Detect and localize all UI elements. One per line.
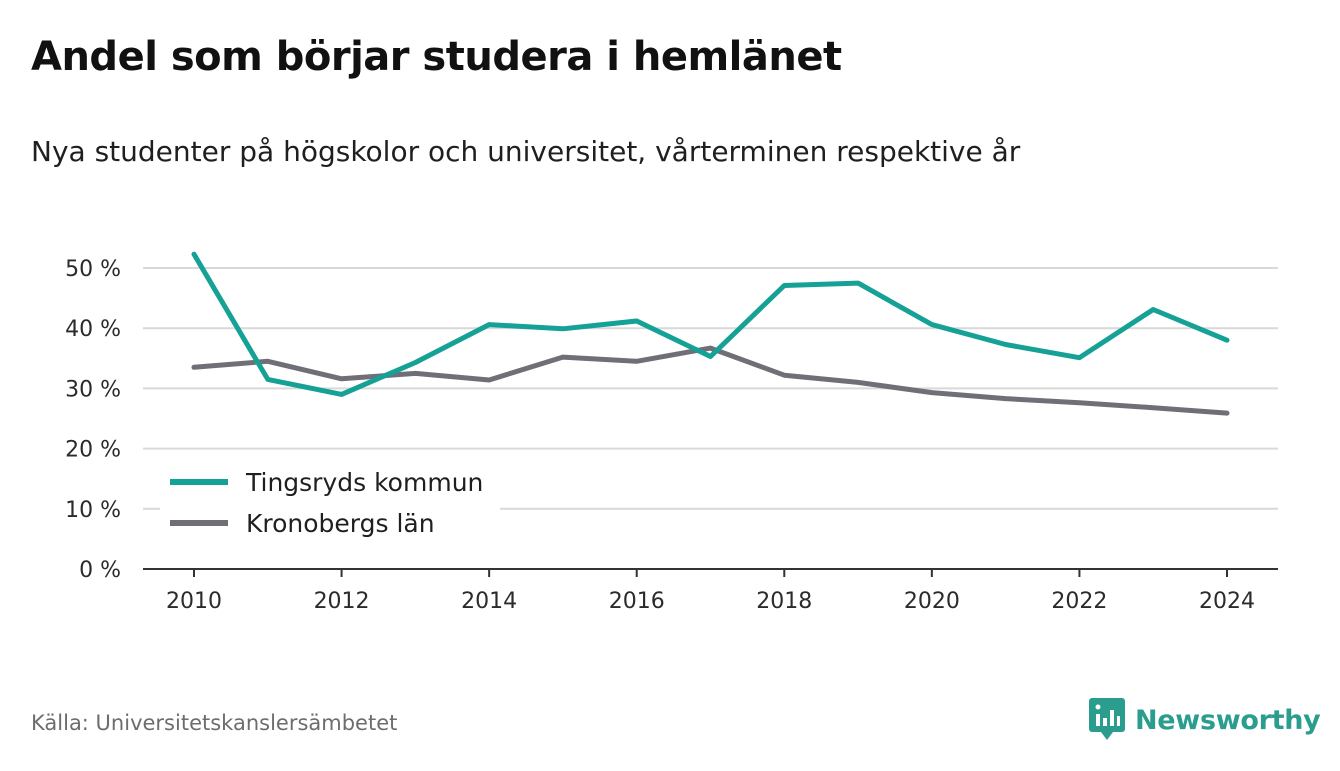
data-point bbox=[1151, 405, 1156, 410]
y-tick-label: 20 % bbox=[65, 438, 121, 463]
newsworthy-logo-icon bbox=[1089, 698, 1125, 740]
data-point bbox=[782, 372, 787, 378]
data-point bbox=[634, 318, 639, 324]
data-point bbox=[929, 322, 935, 327]
legend: Tingsryds kommun Kronobergs län bbox=[160, 463, 500, 555]
data-point bbox=[1003, 342, 1008, 347]
data-point bbox=[486, 322, 492, 327]
data-point bbox=[191, 365, 197, 370]
x-tick-label: 2018 bbox=[756, 589, 812, 614]
data-point bbox=[634, 359, 639, 364]
y-tick-label: 50 % bbox=[65, 257, 121, 282]
source-note: Källa: Universitetskanslersämbetet bbox=[31, 711, 398, 735]
x-tick-label: 2012 bbox=[314, 589, 370, 614]
legend-label: Tingsryds kommun bbox=[245, 468, 483, 497]
data-point bbox=[1003, 396, 1008, 401]
data-point bbox=[782, 283, 787, 288]
chart-title: Andel som börjar studera i hemlänet bbox=[31, 34, 842, 80]
y-tick-label: 10 % bbox=[65, 498, 121, 523]
legend-label: Kronobergs län bbox=[246, 509, 435, 538]
data-point bbox=[265, 359, 270, 364]
data-point bbox=[929, 390, 935, 395]
data-point bbox=[413, 371, 418, 376]
x-tick-label: 2022 bbox=[1051, 589, 1107, 614]
data-point bbox=[486, 377, 492, 383]
data-point bbox=[339, 392, 344, 397]
data-point bbox=[1077, 400, 1082, 406]
data-point bbox=[1151, 307, 1156, 312]
x-tick-label: 2014 bbox=[461, 589, 517, 614]
brand-name: Newsworthy bbox=[1135, 704, 1321, 736]
data-point bbox=[1077, 355, 1082, 360]
data-point bbox=[560, 354, 566, 360]
chart-subtitle: Nya studenter på högskolor och universit… bbox=[31, 135, 1021, 168]
y-tick-label: 40 % bbox=[65, 317, 121, 342]
data-point bbox=[1224, 410, 1230, 416]
x-axis-ticks: 2010 2012 2014 2016 2018 2020 2022 2024 bbox=[166, 569, 1255, 614]
series-lines bbox=[191, 251, 1230, 416]
data-point bbox=[708, 345, 713, 351]
data-point bbox=[339, 376, 344, 381]
data-point bbox=[413, 360, 418, 365]
y-axis-ticks: 0 % 10 % 20 % 30 % 40 % 50 % bbox=[65, 257, 121, 583]
data-point bbox=[560, 326, 566, 332]
data-point bbox=[191, 251, 197, 257]
y-tick-label: 30 % bbox=[65, 377, 121, 402]
data-point bbox=[855, 280, 861, 286]
data-point bbox=[1224, 338, 1230, 343]
newsworthy-logo[interactable]: Newsworthy bbox=[1089, 698, 1321, 742]
x-tick-label: 2016 bbox=[609, 589, 665, 614]
x-tick-label: 2020 bbox=[904, 589, 960, 614]
data-point bbox=[708, 354, 713, 359]
legend-background bbox=[160, 463, 500, 555]
y-tick-label: 0 % bbox=[79, 558, 121, 583]
x-tick-label: 2010 bbox=[166, 589, 222, 614]
x-tick-label: 2024 bbox=[1199, 589, 1255, 614]
series-line-tingsryds-kommun bbox=[191, 251, 1230, 397]
data-point bbox=[855, 380, 861, 385]
data-point bbox=[265, 377, 270, 382]
